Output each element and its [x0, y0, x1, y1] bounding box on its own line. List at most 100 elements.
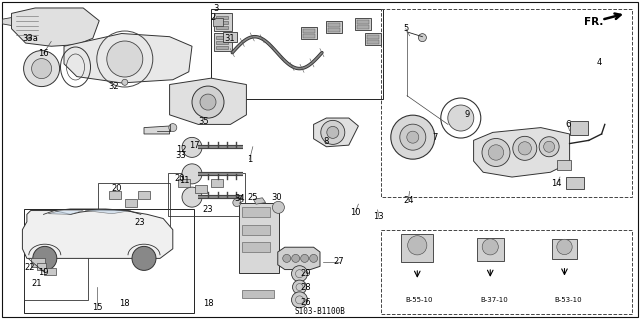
Text: 21: 21 [32, 279, 42, 288]
Circle shape [448, 105, 474, 131]
Text: 15: 15 [92, 303, 102, 312]
Bar [557, 160, 571, 169]
Circle shape [301, 254, 308, 263]
Bar [214, 13, 232, 31]
Text: 3: 3 [214, 4, 219, 13]
Circle shape [321, 120, 345, 145]
Bar [24, 255, 88, 300]
Bar [216, 46, 228, 49]
Text: FR.: FR. [584, 17, 603, 27]
Bar [328, 28, 340, 32]
Text: 13: 13 [374, 212, 384, 221]
Circle shape [107, 41, 143, 77]
Polygon shape [85, 210, 131, 214]
Text: S103-B1100B: S103-B1100B [294, 307, 346, 315]
Bar [242, 207, 270, 217]
Bar [357, 25, 369, 28]
Bar [216, 26, 228, 29]
Text: 23: 23 [203, 205, 213, 214]
Circle shape [292, 292, 308, 308]
Text: 35: 35 [198, 117, 209, 126]
Bar [31, 258, 45, 267]
Text: 25: 25 [248, 193, 258, 202]
Text: 12: 12 [176, 145, 186, 154]
Bar [328, 23, 340, 27]
Circle shape [182, 164, 202, 184]
Bar [178, 179, 190, 187]
Bar [195, 185, 207, 193]
Circle shape [292, 254, 300, 263]
Bar [477, 238, 504, 261]
Text: 23: 23 [134, 218, 145, 227]
Circle shape [482, 138, 510, 167]
Text: B-37-10: B-37-10 [481, 298, 509, 303]
Text: 24: 24 [403, 196, 413, 204]
Circle shape [31, 59, 52, 78]
Bar [125, 199, 137, 207]
Circle shape [26, 35, 31, 40]
Bar [216, 16, 228, 19]
Polygon shape [48, 211, 83, 214]
Bar [239, 203, 280, 272]
Circle shape [400, 124, 426, 150]
Text: 20: 20 [111, 184, 122, 193]
Circle shape [182, 187, 202, 207]
Text: 30: 30 [271, 193, 282, 202]
Text: B-55-10: B-55-10 [406, 298, 433, 303]
Text: 6: 6 [565, 120, 570, 129]
Bar [98, 183, 170, 230]
Bar [367, 41, 379, 44]
Text: 28: 28 [301, 283, 311, 292]
Polygon shape [64, 33, 192, 83]
Text: B-53-10: B-53-10 [554, 298, 582, 303]
Text: 14: 14 [552, 179, 562, 188]
Polygon shape [253, 198, 266, 204]
Text: 1: 1 [247, 155, 252, 164]
Circle shape [24, 51, 60, 86]
Circle shape [192, 86, 224, 118]
Bar [365, 33, 381, 46]
Bar [109, 191, 121, 199]
Bar [168, 173, 245, 216]
Text: 19: 19 [38, 268, 49, 277]
Text: 7: 7 [433, 133, 438, 142]
Bar [211, 179, 223, 187]
Circle shape [518, 142, 531, 155]
Text: 10: 10 [350, 208, 360, 217]
Text: 17: 17 [189, 141, 199, 150]
Text: 33a: 33a [23, 34, 38, 43]
Polygon shape [314, 118, 358, 147]
Bar [357, 19, 369, 24]
Bar [214, 33, 232, 51]
Bar [355, 18, 371, 30]
Polygon shape [144, 126, 170, 134]
Text: 5: 5 [403, 24, 408, 33]
Text: 11: 11 [179, 176, 189, 185]
Bar [552, 239, 577, 259]
Polygon shape [22, 211, 173, 258]
Text: 18: 18 [119, 299, 129, 308]
Bar [401, 234, 433, 262]
Circle shape [200, 94, 216, 110]
Circle shape [283, 254, 291, 263]
Circle shape [182, 137, 202, 157]
Polygon shape [278, 247, 320, 270]
Text: 29: 29 [301, 269, 311, 278]
Circle shape [488, 145, 504, 160]
Text: 27: 27 [334, 257, 344, 266]
Text: 26: 26 [301, 298, 311, 307]
Bar [216, 21, 228, 24]
Bar [24, 209, 194, 313]
Bar [216, 36, 228, 39]
Circle shape [513, 136, 537, 160]
Circle shape [292, 266, 308, 282]
Bar [216, 41, 228, 44]
Polygon shape [170, 78, 246, 124]
Polygon shape [3, 18, 12, 26]
Bar [367, 35, 379, 40]
Circle shape [169, 123, 177, 132]
Text: 9: 9 [465, 110, 470, 119]
Circle shape [543, 141, 555, 152]
Text: 20: 20 [174, 174, 184, 182]
Circle shape [557, 239, 572, 255]
